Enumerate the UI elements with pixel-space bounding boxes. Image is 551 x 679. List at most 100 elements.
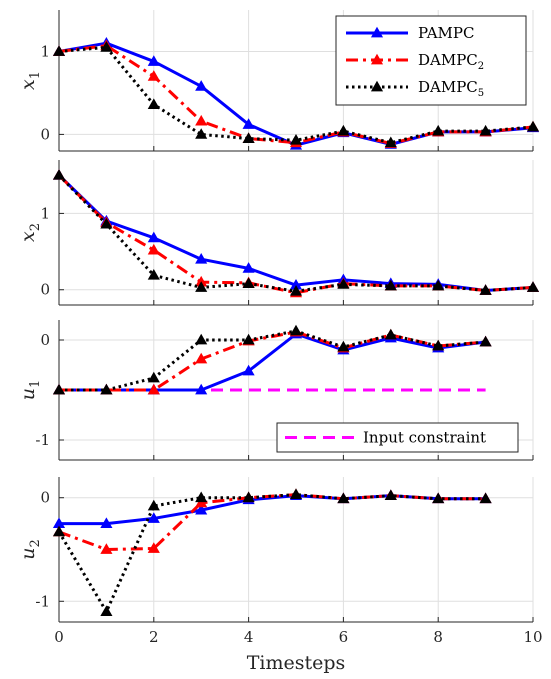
data-point-dampc2 [147, 542, 160, 553]
y-axis-label: u1 [17, 380, 43, 401]
data-point-dampc5 [384, 328, 397, 340]
data-point-dampc2 [195, 496, 208, 508]
data-point-dampc2 [100, 543, 113, 554]
legend-label: PAMPC [418, 24, 474, 42]
data-point-pampc [147, 55, 160, 66]
data-point-dampc5 [479, 492, 492, 504]
legend-box [276, 422, 519, 453]
legend-label: DAMPC2 [418, 51, 484, 72]
data-point-dampc5 [147, 499, 160, 511]
data-point-dampc5 [242, 491, 255, 503]
data-point-dampc5 [384, 136, 397, 148]
data-point-pampc [195, 80, 208, 91]
data-point-dampc5 [479, 335, 492, 347]
data-point-dampc2 [195, 352, 208, 364]
y-tick-label: 0 [40, 125, 50, 143]
y-tick-label: 0 [40, 281, 50, 299]
x-axis-label: Timesteps [247, 652, 346, 674]
x-tick-label: 10 [523, 628, 542, 646]
data-point-dampc5 [289, 285, 303, 296]
data-point-dampc5 [479, 284, 492, 295]
data-point-dampc5 [289, 488, 303, 500]
y-tick-label: 0 [40, 489, 50, 507]
data-point-pampc [147, 512, 160, 523]
data-point-dampc2 [147, 243, 160, 255]
legend-marker-pampc [370, 26, 384, 38]
y-tick-label: 0 [40, 331, 50, 349]
data-point-dampc5 [526, 120, 540, 132]
y-axis-label: u2 [17, 539, 43, 560]
data-point-dampc5 [289, 324, 303, 336]
y-tick-label: -1 [35, 431, 50, 449]
data-point-dampc5 [242, 277, 255, 289]
x-tick-label: 8 [433, 628, 443, 646]
y-tick-label: 1 [40, 42, 50, 60]
data-point-dampc5 [526, 281, 540, 292]
legend-label: Input constraint [363, 429, 486, 447]
legend-marker-dampc5 [370, 80, 384, 92]
data-point-dampc5 [52, 383, 66, 395]
data-point-dampc5 [195, 333, 208, 345]
data-point-pampc [242, 262, 255, 273]
data-point-pampc [195, 503, 208, 515]
y-axis-label: x1 [17, 71, 43, 90]
y-tick-label: -1 [35, 592, 50, 610]
data-point-dampc5 [432, 492, 445, 504]
data-point-pampc [242, 364, 255, 376]
series-line-pampc [59, 332, 486, 392]
legend: PAMPC DAMPC2 DAMPC5 [335, 15, 527, 106]
data-point-pampc [100, 517, 113, 529]
data-point-dampc5 [384, 489, 397, 501]
data-point-dampc5 [337, 124, 350, 136]
data-point-dampc5 [337, 340, 350, 352]
data-point-pampc [195, 383, 208, 395]
legend-box [335, 15, 527, 106]
panel-3: -1 0 u1 Input constraint [17, 320, 534, 461]
data-point-dampc5 [147, 371, 160, 383]
x-tick-label: 0 [54, 628, 64, 646]
series-line-dampc5 [57, 493, 486, 614]
data-point-dampc5 [242, 333, 255, 345]
data-point-dampc5 [432, 124, 445, 136]
series-line-dampc5 [59, 329, 486, 392]
series-line-dampc5 [58, 45, 534, 145]
data-point-dampc5 [195, 281, 208, 292]
data-point-dampc5 [52, 169, 66, 180]
data-point-dampc5 [432, 279, 445, 291]
data-point-dampc2 [147, 70, 160, 81]
data-point-dampc2 [195, 114, 208, 126]
series-line-dampc2 [57, 174, 534, 295]
data-point-dampc5 [289, 134, 303, 145]
data-point-dampc5 [52, 45, 66, 56]
data-point-pampc [147, 231, 160, 243]
data-point-dampc5 [100, 41, 113, 52]
data-point-dampc5 [432, 339, 445, 351]
data-point-dampc5 [195, 491, 208, 503]
data-point-dampc2 [147, 383, 160, 395]
x-tick-label: 2 [149, 628, 159, 646]
data-point-dampc5 [100, 383, 113, 395]
data-point-dampc5 [479, 124, 492, 136]
data-point-dampc5 [147, 98, 160, 109]
data-point-pampc [195, 253, 208, 264]
legend-label: DAMPC5 [418, 78, 484, 99]
panel-2: 0 1x2 [17, 160, 540, 306]
data-point-dampc5 [100, 605, 113, 617]
legend-marker-dampc2 [370, 53, 384, 65]
data-point-dampc5 [337, 278, 350, 289]
data-point-dampc5 [384, 279, 397, 291]
data-point-dampc5 [100, 217, 113, 229]
data-point-dampc5 [52, 525, 66, 537]
panel-1: 0 1 x1 PAMPC DAMPC2 DAMPC5 [17, 10, 540, 152]
data-point-dampc5 [147, 269, 160, 280]
data-point-dampc5 [195, 128, 208, 139]
x-tick-label: 6 [339, 628, 349, 646]
data-point-dampc5 [242, 132, 255, 143]
y-axis-label: x2 [17, 223, 43, 242]
data-point-pampc [242, 118, 255, 129]
data-point-dampc5 [337, 492, 350, 504]
legend: Input constraint [276, 422, 519, 453]
y-tick-label: 1 [40, 204, 50, 222]
